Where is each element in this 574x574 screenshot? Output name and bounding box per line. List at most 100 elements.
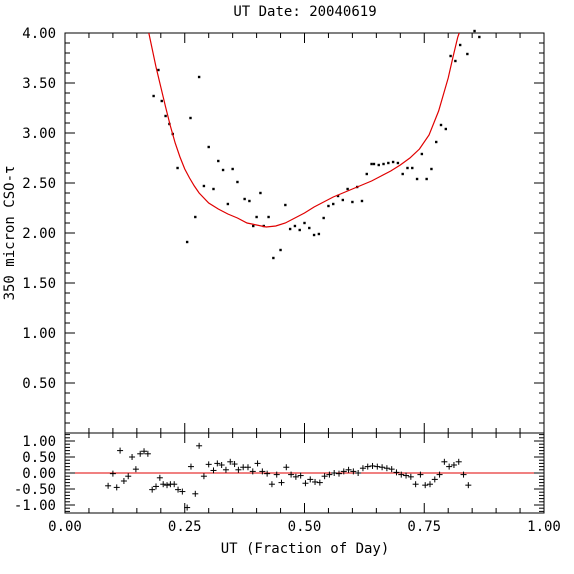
residual-point — [426, 481, 433, 488]
observed-point — [152, 94, 155, 98]
residual-point — [218, 462, 225, 468]
residual-point — [192, 490, 199, 497]
residual-point — [388, 466, 395, 473]
residual-point — [335, 470, 342, 477]
residual-point — [431, 476, 438, 483]
residual-point — [359, 465, 366, 472]
x-tick-label: 0.75 — [407, 519, 441, 535]
observed-point — [435, 140, 438, 144]
residual-point — [144, 450, 151, 457]
observed-point — [303, 221, 306, 225]
residual-y-tick-label: 1.00 — [22, 434, 56, 450]
x-axis-label: UT (Fraction of Day) — [221, 541, 390, 557]
top-panel-ticks — [64, 32, 545, 434]
x-tick-label: 0.00 — [48, 519, 82, 535]
observed-point — [288, 227, 292, 231]
observed-point — [202, 184, 206, 188]
residual-point — [297, 472, 304, 479]
residual-point — [446, 463, 453, 470]
observed-tau-points — [152, 29, 481, 260]
residual-point — [268, 481, 275, 488]
residual-point — [379, 464, 386, 471]
residual-point — [465, 482, 472, 489]
observed-point — [396, 161, 400, 165]
residual-point — [179, 488, 186, 495]
top-panel: 0.50 1.00 1.50 2.00 2.50 3.00 3.50 4.00 350 mic… — [2, 26, 545, 434]
residual-point — [312, 478, 319, 485]
residual-y-tick-label: -1.00 — [14, 498, 56, 514]
observed-point — [197, 75, 201, 79]
observed-point — [351, 200, 354, 204]
residual-point — [273, 471, 280, 478]
x-tick-label: 0.25 — [168, 519, 202, 535]
residual-point — [196, 442, 203, 449]
residual-point — [120, 478, 127, 484]
residual-point — [171, 481, 178, 488]
residual-point — [278, 479, 285, 486]
observed-point — [279, 248, 282, 252]
residual-y-tick-labels: 1.000.500.00-0.50-1.00 — [14, 434, 56, 514]
residual-point — [316, 479, 323, 486]
residual-point — [153, 483, 160, 490]
observed-point — [312, 233, 316, 237]
top-y-tick-labels: 0.50 1.00 1.50 2.00 2.50 3.00 3.50 4.00 — [22, 26, 56, 392]
residual-point — [149, 486, 156, 493]
residual-point — [364, 463, 371, 470]
observed-point — [430, 167, 433, 171]
residual-point — [417, 471, 424, 478]
residual-point — [184, 504, 191, 511]
observed-point — [372, 162, 376, 166]
residual-point — [455, 458, 462, 465]
observed-point — [439, 123, 443, 127]
residual-point — [441, 458, 448, 465]
residual-point — [254, 460, 261, 467]
residual-point — [205, 461, 212, 468]
residual-point — [355, 470, 362, 476]
residual-point — [288, 471, 295, 478]
residual-point — [350, 468, 357, 475]
x-tick-label: 0.50 — [288, 519, 322, 535]
observed-point — [217, 159, 220, 163]
residual-point — [321, 473, 328, 480]
observed-point — [157, 68, 160, 72]
residual-point — [460, 471, 467, 478]
observed-point — [341, 198, 345, 202]
x-tick-labels: 0.00 0.25 0.50 0.75 1.00 — [48, 519, 561, 535]
observed-point — [231, 167, 234, 171]
residual-point — [132, 466, 139, 473]
residual-point — [383, 465, 390, 472]
top-y-tick-label: 2.50 — [22, 176, 56, 192]
observed-point — [370, 162, 373, 166]
observed-point — [176, 166, 179, 170]
residual-point — [231, 461, 238, 468]
residual-point — [156, 474, 163, 481]
residual-point — [129, 454, 136, 460]
residual-point — [210, 467, 217, 474]
observed-point — [466, 52, 469, 56]
residual-point — [283, 464, 290, 471]
x-tick-label: 1.00 — [527, 519, 561, 535]
residual-point — [374, 463, 381, 470]
observed-point — [194, 215, 197, 219]
residual-point — [235, 466, 242, 473]
residual-point — [340, 468, 347, 475]
observed-point — [226, 202, 230, 206]
observed-point — [473, 29, 476, 33]
residual-point — [214, 460, 221, 467]
residual-point — [187, 463, 194, 470]
residual-point — [244, 464, 251, 471]
observed-point — [284, 203, 287, 207]
observed-point — [377, 163, 380, 167]
observed-point — [425, 177, 428, 181]
observed-point — [160, 99, 163, 103]
observed-point — [406, 166, 409, 170]
residual-point — [403, 472, 410, 479]
observed-point — [322, 216, 325, 220]
observed-point — [336, 194, 340, 198]
residual-point — [117, 447, 124, 454]
observed-point — [298, 228, 301, 232]
observed-point — [317, 232, 321, 236]
model-fit-line — [148, 32, 460, 228]
top-y-tick-label: 3.50 — [22, 76, 56, 92]
top-panel-frame — [64, 32, 545, 434]
